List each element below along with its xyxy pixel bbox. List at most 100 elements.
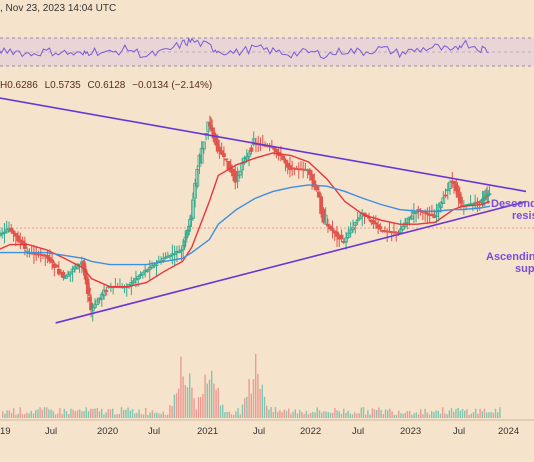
candle [328,225,333,230]
candle [425,212,430,215]
ohlc-change: −0.0134 (−2.14%) [132,80,213,91]
candle [240,163,245,171]
volume-bar [497,412,499,418]
volume-bar [217,387,219,418]
volume-bar [369,414,371,418]
candle [367,216,371,219]
volume-bar [222,404,224,418]
volume-bar [360,407,362,418]
volume-bar [10,412,13,418]
volume-bar [406,410,409,418]
volume-bar [19,407,21,418]
volume-bar [464,410,466,418]
volume-bar [424,408,426,418]
volume-bar [248,379,250,418]
volume-bar [409,411,411,418]
candle [344,237,348,243]
volume-bar [250,393,252,418]
volume-bar [376,409,378,418]
volume-bar [411,414,413,418]
candle [140,272,145,276]
x-tick-label: 2021 [197,426,218,437]
volume-bar [365,414,367,418]
volume-bar [65,411,68,418]
volume-bar [398,410,400,418]
candle [129,281,134,286]
volume-bar [41,409,43,418]
volume-bar [162,411,164,418]
volume-bar [17,413,19,418]
volume-bar [230,414,233,418]
volume-bar [136,412,138,418]
volume-bar [270,407,272,418]
volume-bar [125,409,127,418]
candle [150,265,154,269]
candle [4,229,9,233]
volume-bar [169,405,171,418]
volume-bar [28,413,30,418]
volume-bar [26,412,28,418]
volume-bar [318,410,321,418]
volume-bar [105,412,107,418]
volume-bar [138,409,140,418]
volume-bar [200,396,202,418]
volume-bar [114,414,116,418]
candle [398,228,403,234]
candle [407,216,412,220]
candle [312,180,317,187]
volume-bar [400,413,402,418]
volume-bar [349,413,351,418]
volume-bar [459,410,461,418]
volume-bar [81,411,83,418]
volume-bar [59,407,61,418]
volume-bar [151,410,153,418]
volume-bar [193,398,195,418]
candle [430,213,434,217]
volume-bar [380,410,382,418]
volume-bar [153,412,156,418]
volume-bar [142,414,145,418]
volume-bar [175,393,178,418]
volume-bar [101,408,103,418]
volume-bar [325,411,327,418]
volume-bar [292,411,294,418]
candle [70,268,75,273]
volume-bar [48,409,50,418]
volume-bar [118,414,120,418]
ohlc-readout: H0.6286 L0.5735 C0.6128 −0.0134 (−2.14%) [0,80,216,91]
volume-bar [329,412,332,418]
volume-bar [107,409,109,418]
volume-bar [378,407,380,418]
candle [401,225,405,230]
candle [197,154,202,167]
volume-bar [274,407,277,418]
candle [436,204,441,213]
candle [487,193,492,196]
volume-bar [32,413,35,418]
candle [378,226,383,230]
volume-bar [281,412,283,418]
volume-bar [382,414,384,418]
volume-bar [387,410,389,418]
candle [459,196,463,204]
volume-bar [13,408,15,418]
candle [247,152,251,157]
volume-bar [384,409,387,418]
volume-bar [263,396,266,418]
volume-bar [120,407,123,418]
x-tick-label: 19 [0,426,11,437]
candle [131,280,136,284]
volume-bar [453,411,455,418]
ascending-label-line2: supp [515,263,534,275]
volume-bar [354,412,356,418]
volume-bar [336,410,338,418]
volume-bar [46,407,48,418]
volume-bar [92,408,94,418]
candle [335,231,339,237]
volume-bar [257,373,259,418]
candle [45,254,50,259]
volume-bar [61,414,63,418]
candle [219,150,224,155]
volume-bar [413,413,415,418]
